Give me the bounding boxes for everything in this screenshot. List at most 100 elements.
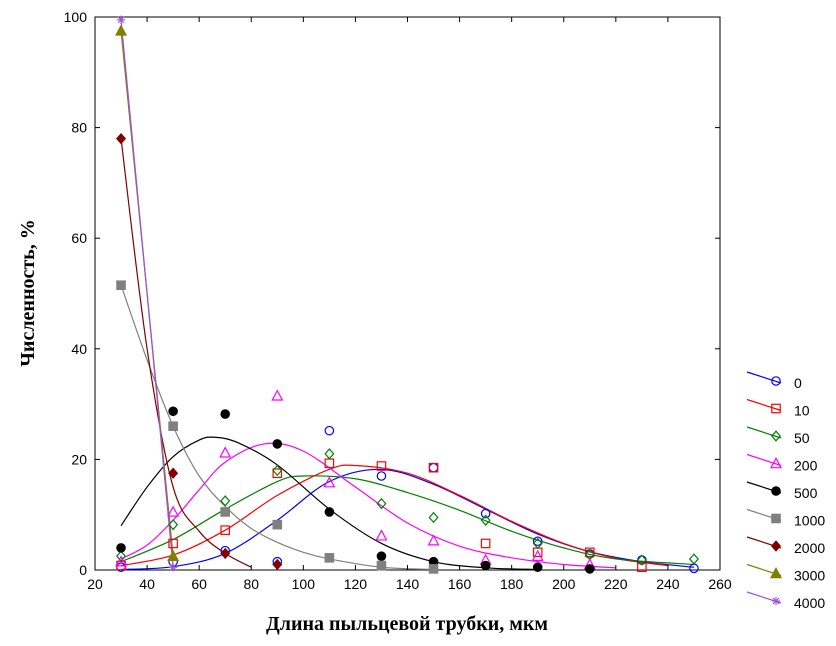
legend-marker: [771, 430, 781, 442]
point-500-90: [272, 439, 283, 449]
point-0-170: [480, 508, 491, 519]
point-500-30: [116, 543, 126, 553]
legend-marker: [771, 596, 781, 606]
point-500-190: [532, 562, 543, 573]
x-tick-label: 200: [552, 576, 576, 592]
point-3000-30: [115, 24, 128, 36]
legend-item-200: 200: [746, 453, 818, 474]
point-500-170: [480, 560, 491, 571]
legend-item-10: 10: [746, 398, 810, 419]
point-50-90: [272, 464, 283, 477]
legend-line: [746, 398, 782, 412]
legend-label: 200: [794, 458, 818, 474]
point-500-70: [220, 409, 231, 419]
x-axis-title: Длина пыльцевой трубки, мкм: [266, 613, 548, 635]
x-axis-ticks: 20 40 60 80 100 120 140 160 180 200 220 240 260: [87, 17, 732, 592]
x-tick-label: 60: [191, 576, 207, 592]
legend-label: 500: [794, 485, 818, 501]
point-500-50: [168, 406, 178, 417]
x-tick-label: 120: [344, 576, 368, 592]
x-tick-label: 240: [656, 576, 680, 592]
legend-item-2000: 2000: [746, 536, 825, 556]
point-1000-90: [272, 519, 283, 530]
point-10-90: [272, 468, 283, 479]
point-500-210: [584, 564, 595, 574]
point-4000-30: [116, 15, 126, 24]
legend-line: [746, 426, 782, 439]
legend-marker: [770, 457, 782, 469]
y-tick-label: 0: [79, 562, 87, 578]
point-0-190: [532, 536, 543, 547]
point-10-150: [428, 462, 439, 473]
legend-item-0: 0: [746, 371, 802, 391]
point-200-30: [115, 555, 128, 567]
legend-label: 1000: [794, 513, 825, 529]
point-3000-50: [167, 549, 180, 561]
legend-item-50: 50: [746, 426, 810, 446]
y-tick-label: 60: [71, 230, 87, 246]
point-50-190: [532, 537, 543, 550]
legend-marker: [771, 513, 781, 524]
fit-curve-50: [120, 475, 695, 566]
x-tick-label: 180: [500, 576, 524, 592]
point-50-30: [116, 550, 127, 562]
fit-curve-2000: [120, 138, 252, 568]
fit-curve-1000: [120, 285, 434, 571]
point-200-130: [375, 529, 388, 541]
x-tick-label: 20: [87, 576, 103, 592]
y-tick-label: 100: [64, 9, 88, 25]
point-10-210: [584, 547, 595, 558]
legend-marker: [771, 486, 781, 496]
legend-line: [746, 453, 782, 467]
legend-item-3000: 3000: [746, 563, 825, 584]
x-tick-label: 260: [708, 576, 732, 592]
point-50-250: [688, 553, 699, 565]
point-2000-50: [168, 467, 179, 479]
x-tick-label: 220: [604, 576, 628, 592]
point-10-130: [376, 461, 387, 471]
point-2000-30: [116, 132, 127, 145]
point-50-110: [324, 448, 335, 460]
legend-label: 10: [794, 403, 810, 419]
point-1000-130: [376, 560, 387, 571]
point-10-230: [637, 562, 647, 573]
point-1000-150: [428, 564, 439, 574]
y-tick-label: 80: [71, 120, 87, 136]
point-10-70: [220, 525, 231, 535]
point-200-110: [323, 476, 336, 488]
point-1000-70: [220, 507, 231, 517]
legend-label: 50: [794, 430, 810, 446]
point-50-70: [220, 495, 231, 507]
point-50-150: [428, 511, 439, 524]
legend-item-4000: 4000: [746, 591, 825, 611]
point-50-170: [480, 514, 491, 526]
x-tick-label: 80: [243, 576, 259, 592]
legend-item-1000: 1000: [746, 508, 825, 529]
legend-label: 4000: [794, 595, 825, 611]
legend-marker: [771, 376, 781, 386]
x-tick-label: 40: [139, 576, 155, 592]
x-tick-label: 140: [396, 576, 420, 592]
point-2000-70: [220, 547, 231, 560]
legend-marker: [771, 403, 781, 414]
point-200-190: [531, 549, 544, 561]
point-0-130: [376, 471, 387, 481]
y-axis-ticks: 0 20 40 60 80 100: [64, 9, 720, 578]
point-4000-50: [168, 563, 178, 572]
point-1000-30: [116, 280, 126, 291]
legend-label: 0: [794, 375, 802, 391]
y-axis-title: Численность, %: [17, 219, 39, 367]
legend-line: [746, 371, 782, 384]
point-10-170: [480, 538, 491, 549]
point-200-70: [219, 446, 232, 458]
legend-marker: [771, 540, 781, 552]
point-50-50: [168, 518, 179, 531]
legend-label: 2000: [794, 540, 825, 556]
point-500-130: [376, 551, 387, 561]
y-tick-label: 40: [71, 341, 87, 357]
y-tick-label: 20: [71, 451, 87, 467]
point-50-130: [376, 497, 387, 510]
x-tick-label: 160: [448, 576, 472, 592]
